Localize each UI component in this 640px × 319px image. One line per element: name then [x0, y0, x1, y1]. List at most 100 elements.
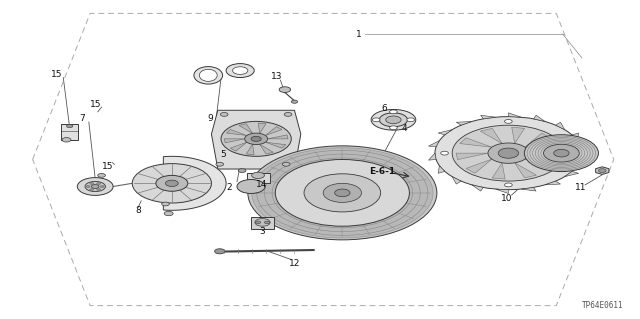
Circle shape	[598, 169, 606, 173]
Bar	[246, 173, 269, 183]
Circle shape	[92, 185, 99, 189]
Polygon shape	[534, 115, 545, 122]
Polygon shape	[429, 141, 440, 147]
Circle shape	[156, 175, 188, 191]
Circle shape	[132, 164, 211, 203]
Circle shape	[62, 137, 71, 142]
Polygon shape	[211, 110, 301, 169]
Polygon shape	[472, 185, 483, 191]
Circle shape	[390, 110, 397, 114]
Text: 14: 14	[255, 180, 267, 189]
Text: 1: 1	[356, 30, 362, 39]
Polygon shape	[230, 142, 247, 151]
Circle shape	[524, 135, 598, 172]
Circle shape	[291, 100, 298, 103]
Circle shape	[498, 148, 518, 158]
Circle shape	[216, 162, 223, 166]
Text: 6: 6	[381, 104, 387, 113]
Polygon shape	[438, 166, 445, 173]
Circle shape	[85, 182, 106, 192]
Circle shape	[407, 118, 415, 122]
Polygon shape	[556, 122, 564, 130]
Circle shape	[504, 183, 512, 187]
Text: 4: 4	[401, 124, 407, 133]
Polygon shape	[572, 133, 579, 141]
Polygon shape	[481, 115, 495, 119]
Circle shape	[244, 133, 268, 145]
Polygon shape	[260, 144, 273, 154]
Circle shape	[248, 146, 437, 240]
Polygon shape	[529, 147, 561, 153]
Circle shape	[568, 151, 576, 155]
Polygon shape	[545, 181, 561, 185]
Circle shape	[255, 221, 260, 224]
Circle shape	[98, 174, 106, 177]
Circle shape	[452, 125, 564, 181]
Circle shape	[264, 221, 269, 224]
Polygon shape	[456, 153, 488, 160]
Circle shape	[323, 183, 362, 202]
Circle shape	[162, 202, 170, 206]
Circle shape	[90, 189, 93, 190]
Polygon shape	[508, 113, 521, 117]
Circle shape	[77, 178, 113, 196]
Circle shape	[220, 113, 228, 116]
Circle shape	[90, 182, 93, 184]
Circle shape	[554, 149, 569, 157]
Circle shape	[504, 120, 512, 123]
Polygon shape	[466, 159, 492, 173]
Polygon shape	[456, 122, 472, 125]
Circle shape	[251, 136, 261, 141]
Circle shape	[435, 117, 582, 190]
Polygon shape	[429, 153, 436, 160]
Text: 15: 15	[102, 162, 114, 171]
Polygon shape	[511, 127, 525, 144]
Circle shape	[275, 160, 410, 226]
Circle shape	[284, 113, 292, 116]
Polygon shape	[266, 142, 286, 148]
Circle shape	[221, 122, 291, 156]
Ellipse shape	[199, 69, 217, 81]
Text: 13: 13	[271, 72, 282, 81]
Polygon shape	[239, 124, 253, 133]
Circle shape	[304, 174, 381, 212]
Polygon shape	[525, 159, 557, 168]
Polygon shape	[521, 188, 536, 191]
Text: E-6-1: E-6-1	[369, 167, 396, 176]
Ellipse shape	[194, 67, 223, 84]
Polygon shape	[515, 163, 536, 178]
Text: 3: 3	[260, 227, 266, 236]
Polygon shape	[266, 127, 282, 136]
Circle shape	[226, 63, 254, 78]
Bar	[61, 124, 78, 140]
Polygon shape	[580, 146, 588, 153]
Text: 10: 10	[501, 194, 513, 203]
Circle shape	[441, 151, 449, 155]
Circle shape	[488, 143, 529, 163]
Circle shape	[335, 189, 350, 197]
Circle shape	[67, 124, 73, 128]
Polygon shape	[596, 167, 609, 174]
Circle shape	[282, 162, 290, 166]
Circle shape	[372, 118, 380, 122]
Circle shape	[252, 172, 264, 179]
Text: 11: 11	[575, 183, 586, 192]
Polygon shape	[460, 138, 492, 147]
Text: 8: 8	[135, 206, 141, 215]
Circle shape	[386, 116, 401, 123]
Circle shape	[100, 186, 104, 188]
Circle shape	[214, 249, 225, 254]
Bar	[251, 217, 274, 229]
Text: 15: 15	[51, 70, 63, 79]
Circle shape	[97, 182, 100, 184]
Circle shape	[166, 180, 178, 187]
Circle shape	[279, 87, 291, 93]
Polygon shape	[495, 189, 508, 194]
Polygon shape	[268, 135, 288, 139]
Polygon shape	[564, 171, 579, 177]
Text: 9: 9	[207, 114, 213, 123]
Circle shape	[255, 219, 270, 226]
Polygon shape	[258, 123, 266, 133]
Circle shape	[380, 113, 408, 127]
Circle shape	[232, 67, 248, 74]
